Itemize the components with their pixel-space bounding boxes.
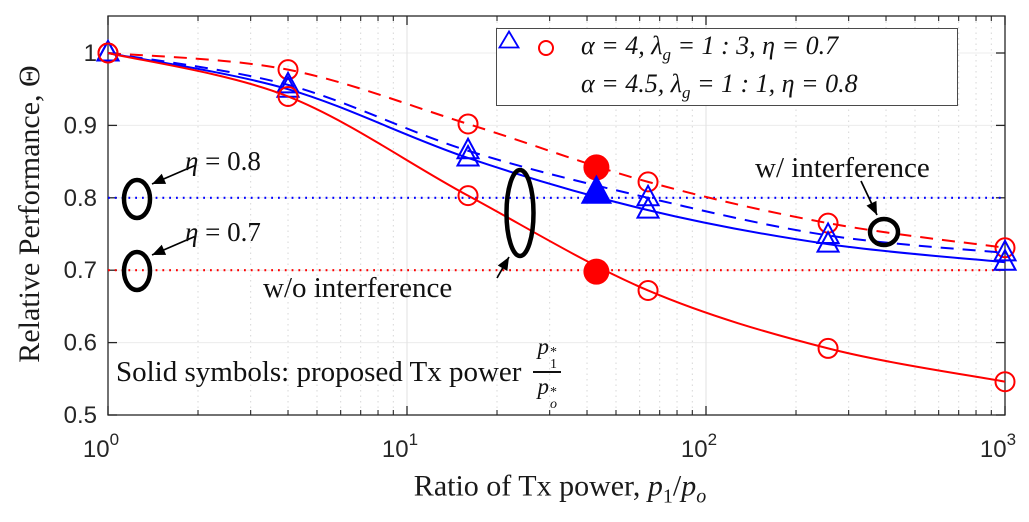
open-circle-marker bbox=[457, 113, 479, 135]
fraction-numerator: p * 1 bbox=[533, 334, 561, 373]
frac-sub: o bbox=[549, 397, 557, 412]
legend-item-blue: α = 4.5, λg = 1 : 1, η = 0.8 bbox=[497, 29, 957, 105]
frac-sup: * bbox=[549, 345, 557, 360]
series-curve bbox=[107, 52, 1006, 264]
y-tick-label: 0.6 bbox=[64, 330, 97, 357]
series-curve bbox=[107, 52, 1006, 254]
callout-ellipse-1 bbox=[121, 249, 153, 293]
callout-arrow-head bbox=[497, 257, 509, 272]
open-triangle-marker bbox=[635, 195, 661, 219]
x-tick-label: 102 bbox=[681, 430, 717, 463]
callout-shapes bbox=[121, 164, 901, 293]
open-circle-marker bbox=[994, 237, 1016, 259]
series-alpha-4-without-interference bbox=[97, 42, 1016, 393]
y-tick-label: 0.5 bbox=[64, 402, 97, 429]
filled-triangle-marker bbox=[580, 174, 613, 204]
blue-triangle-marker-icon bbox=[497, 29, 521, 49]
solid-symbols-note: Solid symbols: proposed Tx power p * 1 p * o bbox=[116, 334, 561, 412]
open-circle-marker bbox=[457, 185, 479, 207]
frac-var: p bbox=[537, 374, 549, 399]
open-circle-marker bbox=[817, 337, 839, 359]
callout-ellipse-0 bbox=[121, 177, 153, 221]
open-circle-marker bbox=[97, 42, 119, 64]
y-tick-label: 0.9 bbox=[64, 112, 97, 139]
open-circle-marker bbox=[637, 171, 659, 193]
series-curve bbox=[107, 52, 1006, 383]
tx-power-fraction: p * 1 p * o bbox=[533, 334, 561, 412]
x-axis-slash: / bbox=[672, 469, 682, 503]
x-tick-label: 100 bbox=[83, 430, 119, 463]
proposed-tx-power-points bbox=[580, 154, 613, 285]
open-triangle-marker bbox=[95, 38, 121, 62]
legend-label-part: α = 4.5, λ bbox=[581, 68, 682, 98]
frac-var: p bbox=[537, 334, 549, 359]
legend-item-red: α = 4, λg = 1 : 3, η = 0.7 bbox=[497, 29, 957, 67]
x-axis-var-p2-sub: o bbox=[696, 485, 707, 508]
callout-arrow-head bbox=[866, 200, 877, 215]
x-axis-label: Ratio of Tx power, p1/po bbox=[414, 470, 706, 509]
open-triangle-marker bbox=[815, 230, 841, 253]
frac-sup: * bbox=[549, 385, 557, 400]
x-axis-var-p1: p bbox=[647, 469, 663, 503]
legend-label-part: α = 4, λ bbox=[581, 30, 663, 60]
callout-arrow-head bbox=[152, 173, 167, 184]
eta-symbol: η bbox=[185, 217, 199, 247]
frac-sub: 1 bbox=[549, 357, 557, 372]
open-triangle-marker bbox=[992, 248, 1018, 271]
series-curve bbox=[107, 52, 1006, 249]
x-tick-label: 101 bbox=[382, 430, 418, 463]
eta-value: = 0.7 bbox=[198, 217, 261, 247]
legend: α = 4, λg = 1 : 3, η = 0.7 α = 4.5, λg =… bbox=[496, 28, 958, 106]
callout-ellipse-2 bbox=[504, 167, 536, 259]
callout-ellipse-3 bbox=[867, 216, 901, 248]
y-tick-label: 0.8 bbox=[64, 185, 97, 212]
x-axis-var-p1-sub: 1 bbox=[662, 485, 673, 508]
eta-0.7-callout-label: η = 0.7 bbox=[185, 217, 261, 248]
legend-label-sub: g bbox=[662, 45, 671, 65]
legend-label-part: = 1 : 1, η = 0.8 bbox=[690, 68, 858, 98]
open-triangle-marker bbox=[992, 238, 1018, 262]
legend-marker-cell bbox=[523, 40, 569, 56]
eta-0.8-callout-label: η = 0.8 bbox=[185, 146, 261, 177]
open-triangle-marker bbox=[275, 70, 301, 94]
eta-symbol: η bbox=[185, 146, 199, 176]
y-axis-label: Relative Performance, Θ bbox=[13, 65, 46, 363]
without-interference-label: w/o interference bbox=[263, 272, 453, 304]
x-axis-var-p2: p bbox=[681, 469, 697, 503]
open-triangle-marker bbox=[635, 183, 661, 207]
note-text: Solid symbols: proposed Tx power bbox=[116, 355, 522, 388]
series-alpha-4p5-without-interference bbox=[95, 38, 1018, 271]
fraction-denominator: p * o bbox=[537, 373, 557, 412]
with-interference-label: w/ interference bbox=[755, 152, 930, 184]
y-tick-label: 1 bbox=[84, 40, 97, 67]
open-triangle-marker bbox=[455, 143, 481, 167]
callout-arrow-head bbox=[152, 244, 167, 255]
legend-label-sub: g bbox=[681, 83, 691, 103]
open-triangle-marker bbox=[815, 221, 841, 244]
plot-frame bbox=[107, 15, 1006, 416]
legend-label-part: = 1 : 3, η = 0.7 bbox=[670, 30, 839, 60]
y-tick-label: 0.7 bbox=[64, 257, 97, 284]
open-circle-marker bbox=[994, 371, 1016, 393]
legend-item-label: α = 4.5, λg = 1 : 1, η = 0.8 bbox=[581, 69, 858, 103]
x-axis-label-text: Ratio of Tx power, bbox=[413, 469, 648, 503]
filled-circle-marker bbox=[583, 258, 610, 285]
open-circle-marker bbox=[277, 85, 299, 107]
legend-item-label: α = 4, λg = 1 : 3, η = 0.7 bbox=[581, 31, 838, 65]
x-tick-label: 103 bbox=[980, 430, 1016, 463]
red-circle-marker-icon bbox=[538, 40, 554, 56]
axis-frame bbox=[107, 15, 1006, 416]
eta-value: = 0.8 bbox=[198, 146, 261, 176]
open-circle-marker bbox=[637, 279, 659, 301]
